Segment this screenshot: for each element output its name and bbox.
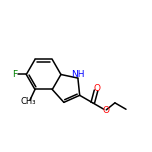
- Text: F: F: [12, 70, 18, 79]
- Text: O: O: [93, 85, 100, 93]
- Text: NH: NH: [72, 70, 85, 79]
- Text: O: O: [102, 105, 109, 114]
- Text: CH₃: CH₃: [20, 97, 36, 107]
